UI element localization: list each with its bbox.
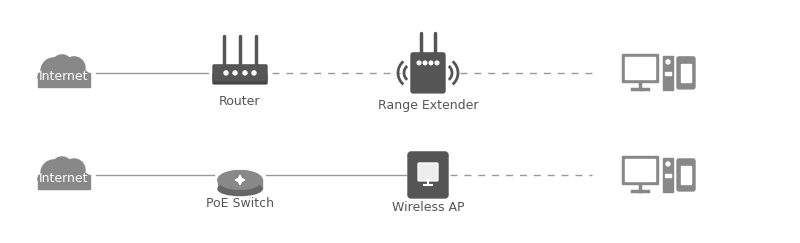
Bar bbox=[663, 158, 673, 192]
Text: PoE Switch: PoE Switch bbox=[206, 197, 274, 210]
Text: Wireless AP: Wireless AP bbox=[392, 201, 464, 214]
Circle shape bbox=[423, 61, 427, 65]
Text: Range Extender: Range Extender bbox=[378, 99, 478, 112]
Bar bbox=[663, 56, 673, 90]
Bar bbox=[38, 73, 90, 87]
Text: Router: Router bbox=[219, 95, 261, 108]
Circle shape bbox=[52, 157, 72, 177]
Bar bbox=[681, 64, 691, 82]
FancyBboxPatch shape bbox=[213, 65, 267, 81]
Circle shape bbox=[41, 58, 67, 84]
Bar bbox=[625, 159, 655, 181]
Ellipse shape bbox=[218, 171, 262, 189]
Circle shape bbox=[666, 60, 670, 64]
FancyBboxPatch shape bbox=[213, 74, 267, 84]
Circle shape bbox=[233, 71, 237, 75]
Ellipse shape bbox=[218, 171, 262, 189]
Circle shape bbox=[63, 57, 85, 79]
Bar bbox=[665, 174, 671, 177]
FancyBboxPatch shape bbox=[677, 57, 695, 89]
Circle shape bbox=[418, 61, 421, 65]
Circle shape bbox=[63, 159, 85, 181]
Circle shape bbox=[243, 71, 247, 75]
Circle shape bbox=[435, 61, 438, 65]
Bar bbox=[681, 166, 691, 184]
Bar bbox=[38, 175, 90, 189]
Circle shape bbox=[41, 160, 67, 186]
Text: Internet: Internet bbox=[39, 173, 89, 185]
Ellipse shape bbox=[38, 67, 90, 87]
FancyBboxPatch shape bbox=[677, 159, 695, 191]
Bar bbox=[622, 54, 658, 82]
Circle shape bbox=[429, 61, 433, 65]
Circle shape bbox=[252, 71, 256, 75]
Ellipse shape bbox=[38, 169, 90, 189]
FancyBboxPatch shape bbox=[408, 152, 448, 198]
FancyBboxPatch shape bbox=[411, 53, 445, 93]
Bar bbox=[625, 57, 655, 79]
Circle shape bbox=[224, 71, 228, 75]
Bar bbox=[218, 179, 262, 189]
Circle shape bbox=[52, 55, 72, 75]
FancyBboxPatch shape bbox=[418, 163, 438, 181]
Bar bbox=[622, 156, 658, 184]
Circle shape bbox=[666, 162, 670, 166]
Ellipse shape bbox=[218, 182, 262, 196]
Text: Internet: Internet bbox=[39, 70, 89, 83]
Bar bbox=[665, 72, 671, 75]
